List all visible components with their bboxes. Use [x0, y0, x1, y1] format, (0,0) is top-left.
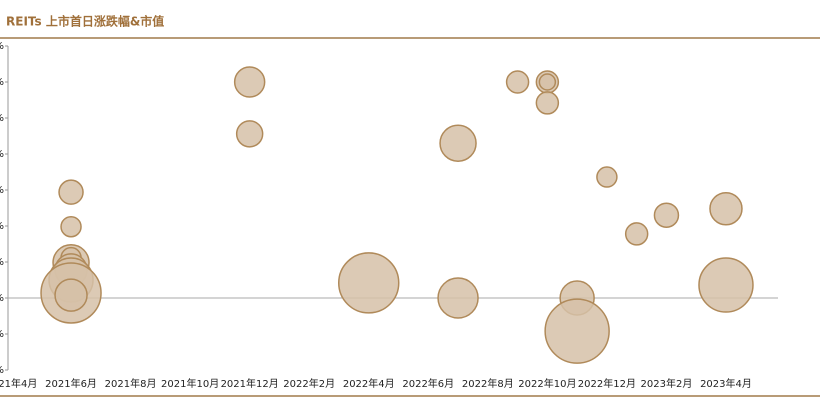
y-tick-label: 35%: [0, 41, 4, 52]
x-tick-label: 2021年12月: [221, 377, 279, 390]
bubble: [233, 66, 266, 98]
x-tick-label: 2022年6月: [402, 377, 454, 390]
bubble: [437, 277, 479, 319]
y-tick-label: 5%: [0, 257, 4, 268]
x-tick-label: 2021年6月: [45, 377, 97, 390]
y-tick-label: 10%: [0, 221, 4, 232]
y-tick-label: 25%: [0, 113, 4, 124]
bubble: [58, 179, 84, 205]
bubble: [505, 70, 530, 94]
bubble: [439, 124, 477, 162]
x-tick-label: 2022年2月: [283, 377, 335, 390]
bubble: [653, 202, 680, 228]
x-tick-label: 2022年8月: [462, 377, 514, 390]
x-tick-label: 2023年2月: [641, 377, 693, 390]
bubble: [235, 120, 264, 148]
bubble: [538, 73, 557, 91]
y-tick-label: -5%: [0, 329, 4, 340]
bubble: [544, 298, 610, 364]
x-tick-label: 2022年4月: [343, 377, 395, 390]
bubble: [54, 278, 88, 312]
bubble: [698, 257, 754, 313]
y-tick-label: 0%: [0, 293, 4, 304]
bubble: [624, 222, 649, 246]
chart-title: REITs 上市首日涨跌幅&市值: [6, 14, 164, 29]
y-tick-label: 20%: [0, 149, 4, 160]
x-tick-label: 2022年10月: [518, 377, 576, 390]
x-tick-label: 2021年10月: [161, 377, 219, 390]
x-tick-label: 2023年4月: [700, 377, 752, 390]
x-tick-label: 2022年12月: [578, 377, 636, 390]
bubble: [535, 91, 560, 115]
x-tick-label: 2021年4月: [0, 377, 37, 390]
y-tick-label: 15%: [0, 185, 4, 196]
y-tick-label: -10%: [0, 365, 4, 376]
y-tick-label: 30%: [0, 77, 4, 88]
bubble: [596, 166, 618, 188]
bubble: [337, 252, 400, 314]
bubble: [60, 215, 82, 238]
bubble: [709, 191, 743, 226]
x-tick-label: 2021年8月: [105, 377, 157, 390]
